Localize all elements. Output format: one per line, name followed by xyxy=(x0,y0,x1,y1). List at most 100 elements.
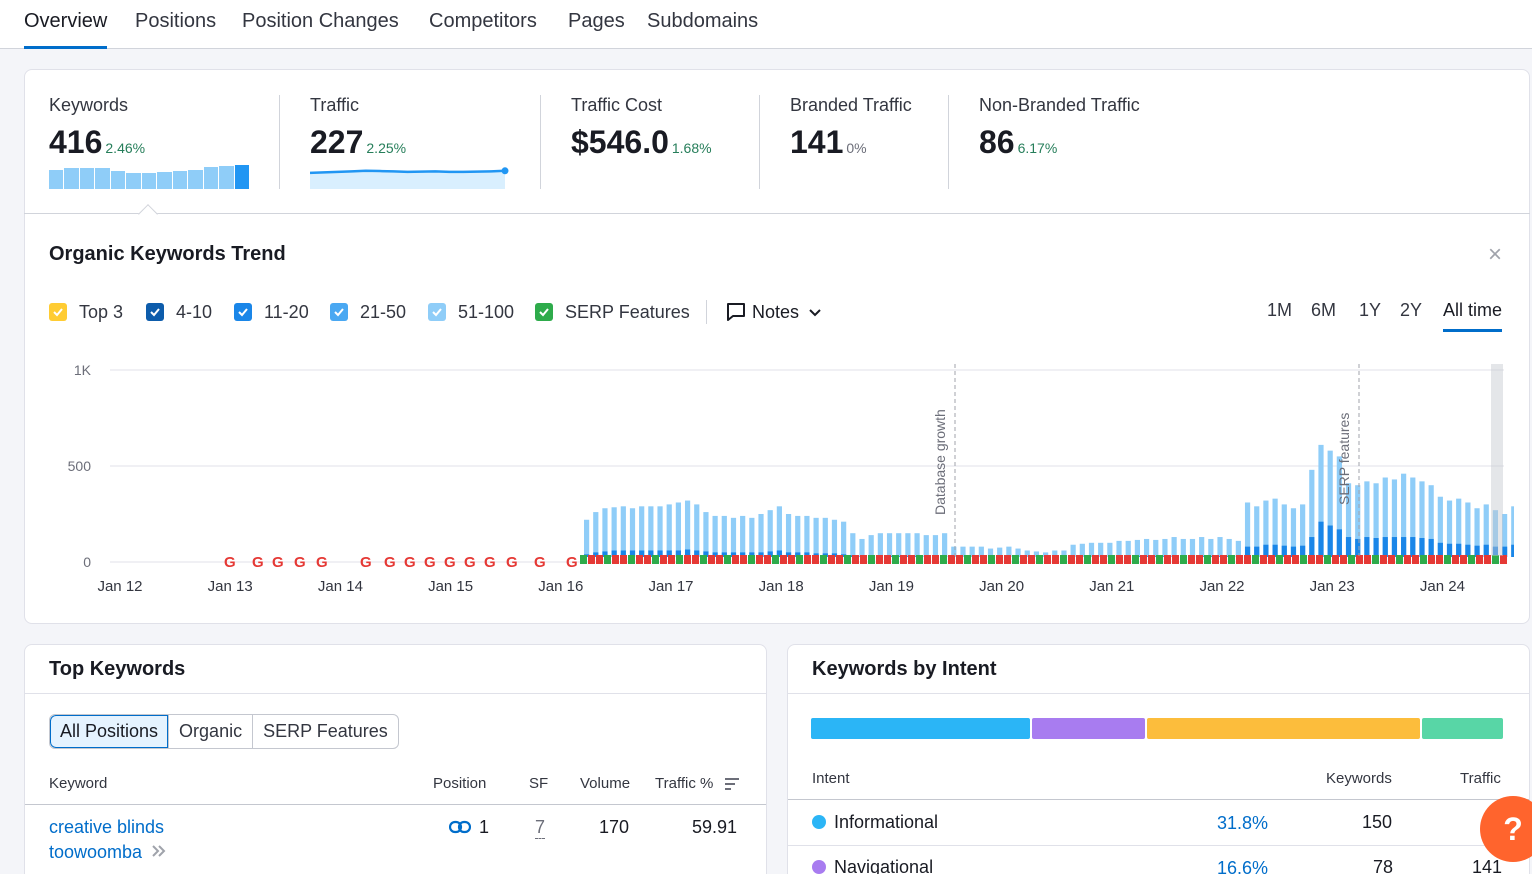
serp-feature-marker xyxy=(1148,555,1155,564)
serp-feature-marker xyxy=(1100,555,1107,564)
bar-51-100 xyxy=(648,506,654,557)
filter-serp-features[interactable]: SERP Features xyxy=(263,721,388,741)
position-filter: All Positions Organic SERP Features xyxy=(49,714,399,749)
serp-feature-marker xyxy=(1060,555,1067,564)
legend-11-20[interactable]: 11-20 xyxy=(234,300,309,324)
position-value: 1 xyxy=(479,817,490,837)
double-chevron-right-icon[interactable] xyxy=(151,844,167,858)
serp-feature-marker xyxy=(868,555,875,564)
legend-top3[interactable]: Top 3 xyxy=(49,300,123,324)
bar-51-100 xyxy=(1107,542,1113,557)
sparkline-bar xyxy=(64,167,79,189)
column-traffic[interactable]: Traffic xyxy=(1460,770,1501,787)
bar-51-100 xyxy=(877,533,883,557)
intent-segment[interactable] xyxy=(811,718,1030,739)
serp-feature-marker xyxy=(636,555,643,564)
legend-label: Top 3 xyxy=(79,301,124,322)
x-tick-label: Jan 16 xyxy=(538,578,583,595)
metric-label: Non-Branded Traffic xyxy=(979,95,1140,115)
bar-51-100 xyxy=(997,547,1003,557)
y-tick-label: 500 xyxy=(68,458,92,474)
bar-51-100 xyxy=(593,512,599,557)
tab-position-changes[interactable]: Position Changes xyxy=(242,10,399,32)
serp-feature-marker xyxy=(780,555,787,564)
filter-organic[interactable]: Organic xyxy=(169,715,254,748)
bar-51-100 xyxy=(1254,506,1260,557)
bar-51-100 xyxy=(1079,543,1085,557)
serp-feature-marker xyxy=(796,555,803,564)
metric-branded-traffic[interactable]: Branded Traffic 141 0% xyxy=(790,95,912,161)
bar-top-positions xyxy=(666,550,672,557)
bar-top-positions xyxy=(1456,543,1462,557)
close-icon[interactable]: × xyxy=(1487,241,1502,268)
range-2y[interactable]: 2Y xyxy=(1400,300,1423,320)
metric-keywords[interactable]: Keywords 416 2.46% xyxy=(49,95,145,161)
serp-feature-marker xyxy=(908,555,915,564)
range-all-time[interactable]: All time xyxy=(1443,300,1503,332)
metric-value: 141 xyxy=(790,124,844,160)
bar-51-100 xyxy=(629,508,636,557)
metric-label: Branded Traffic xyxy=(790,95,912,115)
bar-top-positions xyxy=(1244,546,1251,557)
bar-51-100 xyxy=(1474,508,1480,557)
tab-pages[interactable]: Pages xyxy=(568,10,625,32)
serp-feature-marker xyxy=(1468,555,1475,564)
serp-feature-marker xyxy=(1228,555,1235,564)
notes-dropdown[interactable]: Notes xyxy=(726,300,823,324)
range-6m[interactable]: 6M xyxy=(1311,300,1337,320)
bar-top-positions xyxy=(776,550,782,557)
serp-feature-marker xyxy=(1196,555,1203,564)
intent-segment[interactable] xyxy=(1146,718,1420,739)
column-traffic-percent[interactable]: Traffic % xyxy=(655,775,714,792)
filter-all-positions[interactable]: All Positions xyxy=(50,715,170,748)
intent-segment[interactable] xyxy=(1421,718,1503,739)
intent-percent[interactable]: 16.6% xyxy=(1217,858,1269,874)
google-update-marker: G xyxy=(316,554,328,571)
bar-51-100 xyxy=(703,512,709,557)
tab-subdomains[interactable]: Subdomains xyxy=(647,10,759,32)
column-keywords[interactable]: Keywords xyxy=(1326,770,1392,787)
keyword-link[interactable]: toowoomba xyxy=(49,842,143,862)
serp-feature-marker xyxy=(924,555,931,564)
serp-feature-marker xyxy=(1428,555,1435,564)
bar-51-100 xyxy=(1189,538,1196,557)
sf-value[interactable]: 7 xyxy=(535,817,546,839)
tab-competitors[interactable]: Competitors xyxy=(429,10,537,32)
metric-traffic-cost[interactable]: Traffic Cost $546.0 1.68% xyxy=(571,95,712,161)
volume-value: 170 xyxy=(599,817,630,837)
legend-21-50[interactable]: 21-50 xyxy=(330,300,406,324)
sort-icon[interactable] xyxy=(724,777,740,791)
column-sf[interactable]: SF xyxy=(529,775,549,792)
chevron-down-icon xyxy=(809,309,821,317)
bar-top-positions xyxy=(721,552,727,557)
serp-feature-marker xyxy=(740,555,747,564)
help-button[interactable]: ? xyxy=(1480,796,1532,862)
bar-51-100 xyxy=(1483,504,1489,557)
keyword-link[interactable]: creative blinds xyxy=(49,817,165,837)
legend-51-100[interactable]: 51-100 xyxy=(428,300,514,324)
tab-overview[interactable]: Overview xyxy=(24,10,108,49)
bar-51-100 xyxy=(923,535,929,557)
serp-feature-marker xyxy=(1204,555,1211,564)
serp-feature-marker xyxy=(1420,555,1427,564)
column-position[interactable]: Position xyxy=(433,775,487,792)
legend-label: 21-50 xyxy=(360,301,407,322)
column-volume[interactable]: Volume xyxy=(580,775,631,792)
metric-traffic[interactable]: Traffic 227 2.25% xyxy=(310,95,406,161)
range-1m[interactable]: 1M xyxy=(1267,300,1293,320)
serp-feature-marker xyxy=(716,555,723,564)
metric-non-branded-traffic[interactable]: Non-Branded Traffic 86 6.17% xyxy=(979,95,1140,161)
legend-label: SERP Features xyxy=(565,301,690,322)
intent-segment[interactable] xyxy=(1031,718,1145,739)
bar-51-100 xyxy=(1226,538,1232,557)
intent-percent[interactable]: 31.8% xyxy=(1217,813,1269,833)
bar-51-100 xyxy=(1125,540,1131,557)
range-1y[interactable]: 1Y xyxy=(1359,300,1382,320)
bar-51-100 xyxy=(804,515,810,557)
x-tick-label: Jan 17 xyxy=(648,578,693,595)
legend-4-10[interactable]: 4-10 xyxy=(146,300,212,324)
serp-feature-marker xyxy=(932,555,939,564)
bar-51-100 xyxy=(850,533,856,557)
tab-positions[interactable]: Positions xyxy=(135,10,217,32)
legend-serp-features[interactable]: SERP Features xyxy=(535,300,690,324)
